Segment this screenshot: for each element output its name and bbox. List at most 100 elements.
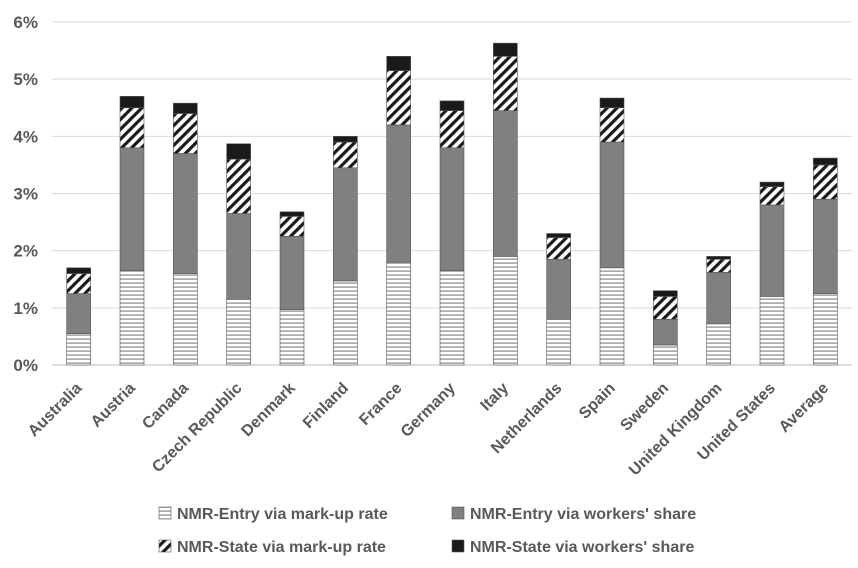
legend-swatch [158, 539, 172, 553]
bar-segment-nmr-entry-via-workers-share [599, 141, 625, 269]
bar-stack-italy [493, 42, 518, 366]
x-tick-label: Canada [139, 380, 192, 433]
bar-segment-nmr-entry-via-workers-share [493, 110, 518, 257]
bar-segment-nmr-state-via-mark-up-rate [226, 158, 251, 214]
bar-segment-nmr-entry-via-mark-up-rate [546, 318, 571, 366]
bar-segment-nmr-entry-via-mark-up-rate [493, 256, 518, 366]
bar-segment-nmr-entry-via-mark-up-rate [333, 280, 358, 366]
bar-segment-nmr-state-via-workers-share [493, 42, 518, 57]
bar-segment-nmr-state-via-workers-share [66, 267, 91, 274]
bar-stack-united-kingdom [706, 256, 731, 366]
legend-swatch [158, 506, 172, 520]
bar-segment-nmr-state-via-mark-up-rate [759, 186, 785, 206]
bar-segment-nmr-entry-via-mark-up-rate [653, 344, 678, 366]
bar-stack-france [386, 55, 411, 366]
legend-label: NMR-State via workers' share [470, 539, 694, 556]
bar-segment-nmr-state-via-workers-share [226, 143, 251, 160]
legend-label: NMR-Entry via mark-up rate [177, 506, 388, 523]
bar-segment-nmr-state-via-mark-up-rate [173, 113, 198, 154]
bar-segment-nmr-state-via-workers-share [386, 55, 411, 71]
bar-segment-nmr-entry-via-workers-share [66, 293, 91, 334]
bar-segment-nmr-entry-via-workers-share [439, 147, 465, 271]
bar-stack-austria [119, 96, 145, 366]
bar-segment-nmr-state-via-mark-up-rate [813, 164, 838, 200]
x-tick-label: Sweden [617, 380, 672, 435]
bar-stack-sweden [653, 290, 678, 366]
bar-segment-nmr-entry-via-mark-up-rate [173, 273, 198, 366]
bar-segment-nmr-state-via-workers-share [439, 100, 465, 111]
bar-segment-nmr-entry-via-mark-up-rate [813, 293, 838, 366]
bar-segment-nmr-state-via-workers-share [546, 233, 571, 238]
x-tick-label: Czech Republic [149, 380, 245, 476]
legend-item-nmr-entry-via-mark-up-rate: NMR-Entry via mark-up rate [158, 506, 388, 523]
bar-segment-nmr-state-via-mark-up-rate [599, 107, 625, 143]
bar-segment-nmr-state-via-mark-up-rate [66, 273, 91, 294]
bar-segment-nmr-state-via-workers-share [173, 102, 198, 114]
x-tick-label: Germany [398, 380, 459, 441]
bar-segment-nmr-state-via-mark-up-rate [333, 141, 358, 169]
legend-label: NMR-State via mark-up rate [177, 539, 386, 556]
bar-segment-nmr-state-via-mark-up-rate [653, 296, 678, 320]
bar-segment-nmr-entry-via-mark-up-rate [706, 323, 731, 366]
y-tick-label: 6% [13, 13, 38, 32]
bar-segment-nmr-state-via-mark-up-rate [493, 55, 518, 111]
bar-segment-nmr-entry-via-workers-share [333, 167, 358, 282]
x-tick-label: France [356, 380, 405, 429]
bar-segment-nmr-state-via-workers-share [759, 181, 785, 187]
y-tick-label: 1% [13, 299, 38, 318]
bar-stack-germany [439, 100, 465, 366]
bar-segment-nmr-entry-via-workers-share [653, 318, 678, 346]
x-tick-label: Italy [478, 380, 513, 415]
y-axis-ticks: 0% 1% 2% 3% 4% 5% 6% [13, 13, 38, 375]
bar-stack-netherlands [546, 233, 571, 366]
bar-segment-nmr-state-via-workers-share [813, 157, 838, 166]
bar-segment-nmr-entry-via-mark-up-rate [66, 333, 91, 366]
bar-segment-nmr-state-via-workers-share [279, 211, 305, 217]
bar-segment-nmr-state-via-mark-up-rate [439, 110, 465, 149]
y-tick-label: 3% [13, 185, 38, 204]
bar-segment-nmr-state-via-mark-up-rate [546, 237, 571, 260]
bar-segment-nmr-state-via-workers-share [119, 96, 145, 109]
legend-item-nmr-state-via-mark-up-rate: NMR-State via mark-up rate [158, 539, 386, 556]
bar-segment-nmr-entry-via-mark-up-rate [386, 261, 411, 366]
bar-segment-nmr-entry-via-workers-share [813, 198, 838, 294]
x-tick-label: Australia [25, 380, 86, 441]
bar-stack-average [813, 157, 838, 366]
bar-segment-nmr-entry-via-workers-share [386, 124, 411, 263]
legend-label: NMR-Entry via workers' share [470, 506, 696, 523]
bar-segment-nmr-state-via-mark-up-rate [119, 107, 145, 149]
bars [66, 42, 838, 366]
bar-segment-nmr-entry-via-mark-up-rate [226, 298, 251, 366]
y-tick-label: 2% [13, 242, 38, 261]
x-tick-label: United Kingdom [626, 380, 725, 479]
bar-segment-nmr-entry-via-workers-share [173, 153, 198, 274]
bar-stack-czech-republic [226, 143, 251, 366]
bar-segment-nmr-entry-via-mark-up-rate [439, 270, 465, 366]
bar-segment-nmr-entry-via-workers-share [119, 147, 145, 271]
legend-swatch [451, 506, 465, 520]
y-tick-label: 0% [13, 356, 38, 375]
bar-segment-nmr-state-via-mark-up-rate [386, 70, 411, 126]
bar-segment-nmr-entry-via-workers-share [546, 258, 571, 320]
bar-segment-nmr-state-via-mark-up-rate [279, 216, 305, 237]
bar-segment-nmr-entry-via-mark-up-rate [119, 270, 145, 366]
bar-segment-nmr-entry-via-workers-share [279, 236, 305, 310]
bar-segment-nmr-state-via-workers-share [599, 97, 625, 109]
bar-segment-nmr-entry-via-mark-up-rate [599, 267, 625, 366]
bar-stack-spain [599, 97, 625, 366]
bar-segment-nmr-state-via-workers-share [333, 136, 358, 143]
bar-stack-denmark [279, 211, 305, 366]
bar-stack-united-states [759, 181, 785, 366]
legend-item-nmr-state-via-workers-share: NMR-State via workers' share [451, 539, 694, 556]
legend-item-nmr-entry-via-workers-share: NMR-Entry via workers' share [451, 506, 696, 523]
x-tick-label: Austria [88, 380, 139, 431]
bar-stack-finland [333, 136, 358, 366]
bar-segment-nmr-entry-via-workers-share [706, 272, 731, 325]
y-tick-label: 4% [13, 127, 38, 146]
legend-swatch [451, 539, 465, 553]
bar-segment-nmr-entry-via-workers-share [759, 204, 785, 297]
bar-segment-nmr-entry-via-mark-up-rate [759, 296, 785, 366]
